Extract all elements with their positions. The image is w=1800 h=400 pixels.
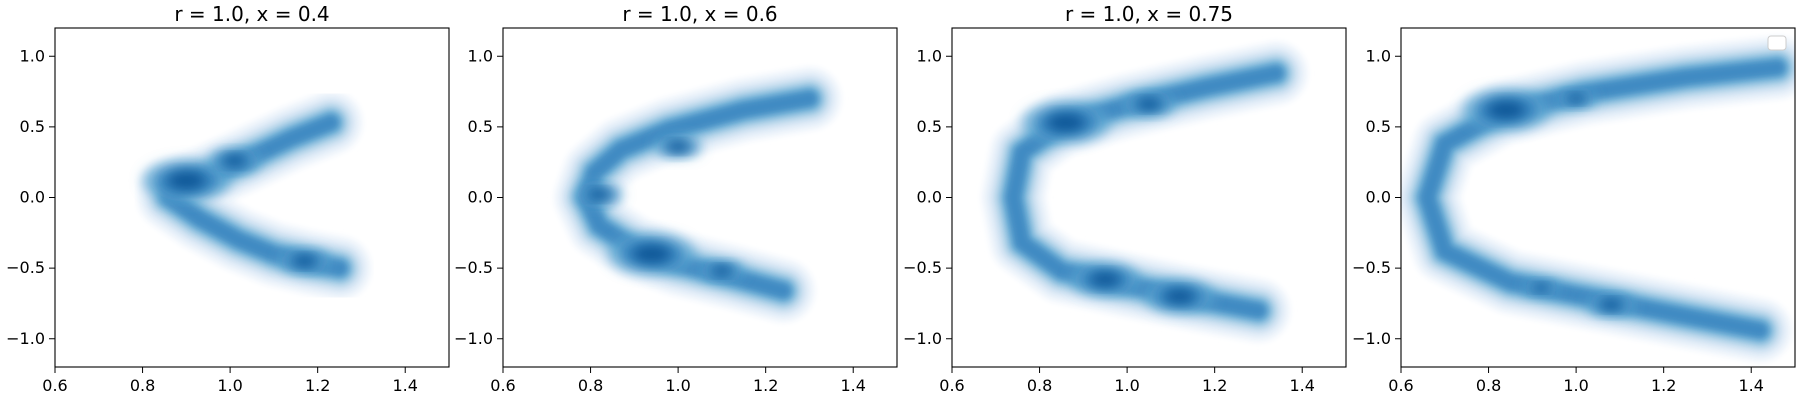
density-core-0-2	[167, 171, 206, 190]
density-core-1-2	[223, 155, 246, 167]
density-region	[1401, 35, 1795, 363]
x-tick-label: 1.2	[753, 376, 778, 395]
y-tick-label: 0.5	[20, 117, 45, 136]
subplot-title: r = 1.0, x = 0.4	[174, 2, 329, 26]
y-tick-label: 1.0	[468, 46, 493, 65]
y-tick-label: −1.0	[454, 329, 493, 348]
x-tick-label: 0.8	[1027, 376, 1052, 395]
x-tick-label: 1.2	[1651, 376, 1676, 395]
y-tick-label: 0.0	[468, 188, 493, 207]
density-core-0-2	[633, 245, 671, 263]
x-tick-label: 1.4	[1289, 376, 1314, 395]
x-tick-label: 1.4	[392, 376, 417, 395]
density-core-2-2	[1090, 272, 1121, 287]
x-tick-label: 0.6	[939, 376, 964, 395]
subplot-title: r = 1.0, x = 0.75	[1065, 2, 1233, 26]
density-core-2-2	[1600, 300, 1622, 310]
density-core-1-2	[1137, 98, 1161, 110]
subplot-4: 0.6 0.8 1.0 1.2 1.4 1.0 0.5 0.0 −0.5 −1.0	[1352, 27, 1796, 395]
y-tick-label: 0.5	[917, 117, 942, 136]
y-tick-label: 0.5	[468, 117, 493, 136]
y-tick-label: 0.0	[20, 188, 45, 207]
density-region	[554, 66, 842, 323]
x-tick-label: 1.2	[305, 376, 330, 395]
y-tick-label: −1.0	[6, 329, 45, 348]
density-region	[136, 90, 372, 301]
density-core-3-2	[1164, 289, 1195, 304]
y-tick-label: −1.0	[903, 329, 942, 348]
y-tick-label: 0.0	[917, 188, 942, 207]
x-tick-label: 1.0	[1563, 376, 1588, 395]
legend-box	[1767, 35, 1787, 51]
x-tick-label: 1.0	[1114, 376, 1139, 395]
axes-frame	[54, 27, 450, 368]
x-tick-label: 1.0	[665, 376, 690, 395]
x-tick-label: 0.6	[490, 376, 515, 395]
density-region	[981, 41, 1308, 343]
x-tick-label: 1.2	[1202, 376, 1227, 395]
subplot-2: 0.6 0.8 1.0 1.2 1.4 1.0 0.5 0.0 −0.5 −1.0 r = 1.0,…	[454, 2, 898, 395]
y-tick-label: 1.0	[917, 46, 942, 65]
x-tick-label: 0.8	[1476, 376, 1501, 395]
y-tick-label: 0.0	[1366, 188, 1391, 207]
y-tick-label: 1.0	[20, 46, 45, 65]
x-tick-label: 0.8	[578, 376, 603, 395]
density-core-3-2	[712, 266, 732, 276]
x-tick-label: 0.6	[1388, 376, 1413, 395]
density-core-0-2	[1487, 101, 1525, 119]
y-tick-label: −0.5	[454, 258, 493, 277]
y-tick-label: −0.5	[1352, 258, 1391, 277]
subplot-1: 0.6 0.8 1.0 1.2 1.4 1.0 0.5 0.0 −0.5 −1.0 r = 1.0,…	[6, 2, 450, 395]
density-core-2-2	[293, 255, 316, 267]
y-tick-label: −0.5	[6, 258, 45, 277]
y-tick-label: −1.0	[1352, 329, 1391, 348]
density-core-1-2	[1567, 94, 1585, 103]
y-tick-label: −0.5	[903, 258, 942, 277]
x-tick-label: 0.6	[42, 376, 67, 395]
x-tick-label: 0.8	[130, 376, 155, 395]
y-tick-label: 1.0	[1366, 46, 1391, 65]
subplot-3: 0.6 0.8 1.0 1.2 1.4 1.0 0.5 0.0 −0.5 −1.0 r = 1.0,…	[903, 2, 1347, 395]
density-core-0-2	[1047, 113, 1085, 132]
density-core-2-2	[667, 141, 689, 152]
density-core-3-2	[1533, 284, 1549, 292]
x-tick-label: 1.0	[217, 376, 242, 395]
subplot-title: r = 1.0, x = 0.6	[622, 2, 777, 26]
density-core-1-2	[589, 189, 610, 200]
x-tick-label: 1.4	[1738, 376, 1763, 395]
x-tick-label: 1.4	[840, 376, 865, 395]
y-tick-label: 0.5	[1366, 117, 1391, 136]
